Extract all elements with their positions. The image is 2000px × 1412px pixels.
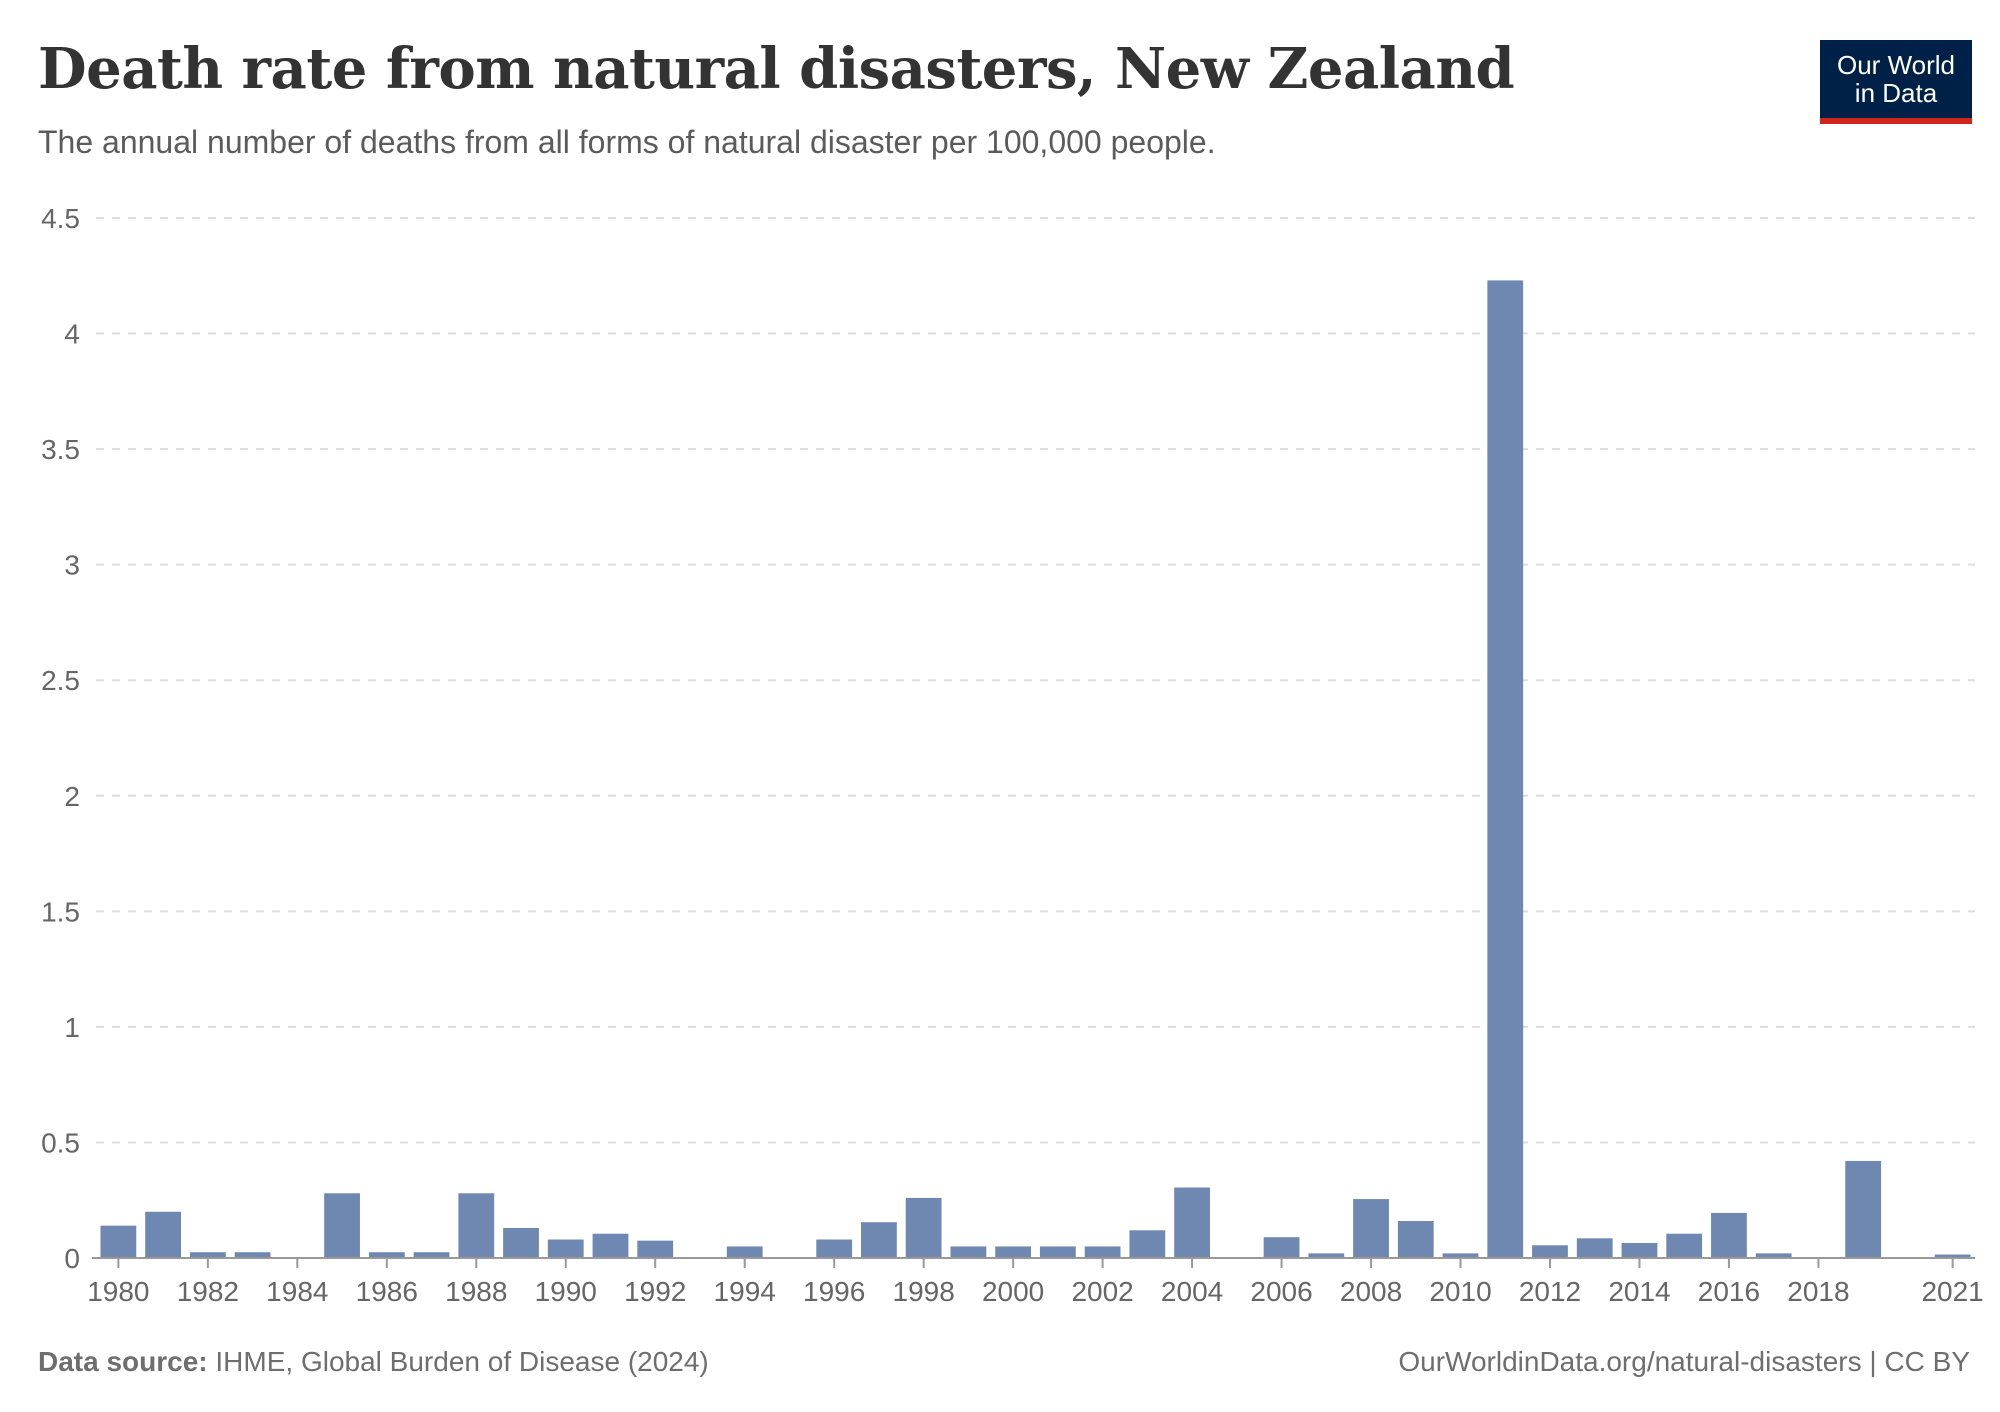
y-tick-label: 3.5 xyxy=(41,434,80,465)
bar-2012[interactable] xyxy=(1532,1245,1568,1258)
y-tick-label: 1 xyxy=(64,1012,80,1043)
x-tick-label: 2006 xyxy=(1250,1276,1312,1307)
bar-1998[interactable] xyxy=(905,1197,942,1258)
x-tick-label: 2004 xyxy=(1161,1276,1223,1307)
bar-2014[interactable] xyxy=(1621,1242,1658,1258)
bar-2017[interactable] xyxy=(1755,1253,1792,1258)
x-axis-ticks: 1980 1982 1984 1986 1988 1990 1992 1994 1996 1998… xyxy=(87,1258,1984,1307)
x-tick-label: 2010 xyxy=(1429,1276,1491,1307)
bar-2015[interactable] xyxy=(1666,1233,1703,1258)
bar-1985[interactable] xyxy=(324,1193,360,1258)
y-tick-label: 4.5 xyxy=(41,203,80,234)
y-tick-label: 0.5 xyxy=(41,1127,80,1158)
x-tick-label: 1988 xyxy=(445,1276,507,1307)
bar-1981[interactable] xyxy=(145,1211,182,1258)
bar-2000[interactable] xyxy=(995,1246,1032,1258)
x-tick-label: 2016 xyxy=(1698,1276,1760,1307)
grid-lines xyxy=(96,217,1975,1144)
bar-2001[interactable] xyxy=(1039,1246,1076,1258)
x-tick-label: 2014 xyxy=(1608,1276,1670,1307)
x-tick-label: 1990 xyxy=(535,1276,597,1307)
x-tick-label: 2002 xyxy=(1071,1276,1133,1307)
bar-1988[interactable] xyxy=(458,1193,495,1258)
bar-1997[interactable] xyxy=(861,1222,897,1258)
bar-1980[interactable] xyxy=(100,1225,137,1258)
bar-1987[interactable] xyxy=(413,1252,450,1258)
chart-subtitle: The annual number of deaths from all for… xyxy=(38,124,1216,160)
bar-2007[interactable] xyxy=(1308,1253,1345,1258)
owid-logo[interactable]: Our World in Data xyxy=(1820,40,1972,124)
bar-2013[interactable] xyxy=(1576,1238,1613,1258)
x-tick-label: 2021 xyxy=(1921,1276,1983,1307)
x-tick-label: 1992 xyxy=(624,1276,686,1307)
x-tick-label: 2008 xyxy=(1340,1276,1402,1307)
bar-1991[interactable] xyxy=(592,1233,629,1258)
data-source-label: Data source: xyxy=(38,1346,208,1377)
x-tick-label: 2000 xyxy=(982,1276,1044,1307)
x-tick-label: 1998 xyxy=(893,1276,955,1307)
x-tick-label: 2018 xyxy=(1787,1276,1849,1307)
data-source: Data source: IHME, Global Burden of Dise… xyxy=(38,1346,709,1378)
logo-line-1: Our World xyxy=(1837,50,1955,80)
bar-1990[interactable] xyxy=(547,1239,584,1258)
logo-line-2: in Data xyxy=(1854,78,1938,108)
bar-2016[interactable] xyxy=(1711,1212,1747,1258)
bar-1992[interactable] xyxy=(637,1240,674,1258)
bar-1999[interactable] xyxy=(950,1246,987,1258)
bar-2010[interactable] xyxy=(1442,1253,1479,1258)
x-tick-label: 1982 xyxy=(177,1276,239,1307)
bar-2021[interactable] xyxy=(1934,1254,1971,1258)
data-source-text: IHME, Global Burden of Disease (2024) xyxy=(215,1346,709,1377)
y-tick-label: 2.5 xyxy=(41,665,80,696)
y-tick-label: 3 xyxy=(64,550,80,581)
source-url[interactable]: OurWorldinData.org/natural-disasters | C… xyxy=(1398,1346,1970,1377)
y-tick-label: 2 xyxy=(64,781,80,812)
bar-2011[interactable] xyxy=(1487,280,1524,1258)
bar-2006[interactable] xyxy=(1263,1237,1300,1258)
bar-2019[interactable] xyxy=(1845,1160,1882,1258)
y-tick-label: 1.5 xyxy=(41,896,80,927)
x-tick-label: 1984 xyxy=(266,1276,328,1307)
bars xyxy=(100,280,1971,1258)
y-axis-ticks: 0 0.5 1 1.5 2 2.5 3 3.5 4 4.5 xyxy=(41,203,80,1274)
bar-1989[interactable] xyxy=(503,1227,539,1258)
x-tick-label: 1996 xyxy=(803,1276,865,1307)
bar-1994[interactable] xyxy=(726,1246,763,1258)
bar-1986[interactable] xyxy=(368,1252,405,1258)
bar-2002[interactable] xyxy=(1084,1246,1121,1258)
x-tick-label: 1980 xyxy=(87,1276,149,1307)
bar-2004[interactable] xyxy=(1174,1187,1210,1258)
bar-2009[interactable] xyxy=(1397,1221,1434,1258)
bar-1996[interactable] xyxy=(816,1239,853,1258)
bar-2008[interactable] xyxy=(1353,1199,1389,1258)
bar-2003[interactable] xyxy=(1129,1230,1166,1258)
chart-title: Death rate from natural disasters, New Z… xyxy=(38,36,1515,102)
y-tick-label: 0 xyxy=(64,1243,80,1274)
y-tick-label: 4 xyxy=(64,319,80,350)
bar-1982[interactable] xyxy=(189,1252,226,1258)
x-tick-label: 1986 xyxy=(356,1276,418,1307)
x-tick-label: 2012 xyxy=(1519,1276,1581,1307)
x-tick-label: 1994 xyxy=(714,1276,776,1307)
bar-1983[interactable] xyxy=(234,1252,271,1258)
